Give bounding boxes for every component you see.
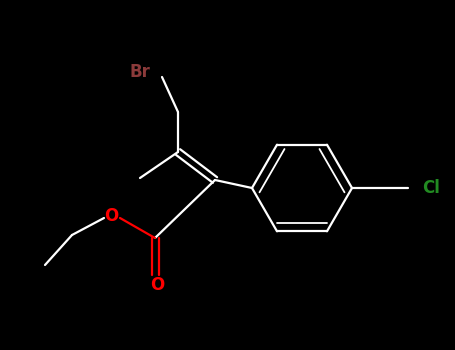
Text: Cl: Cl [422,179,440,197]
Text: O: O [150,276,164,294]
Text: O: O [104,207,118,225]
Text: Br: Br [129,63,150,81]
